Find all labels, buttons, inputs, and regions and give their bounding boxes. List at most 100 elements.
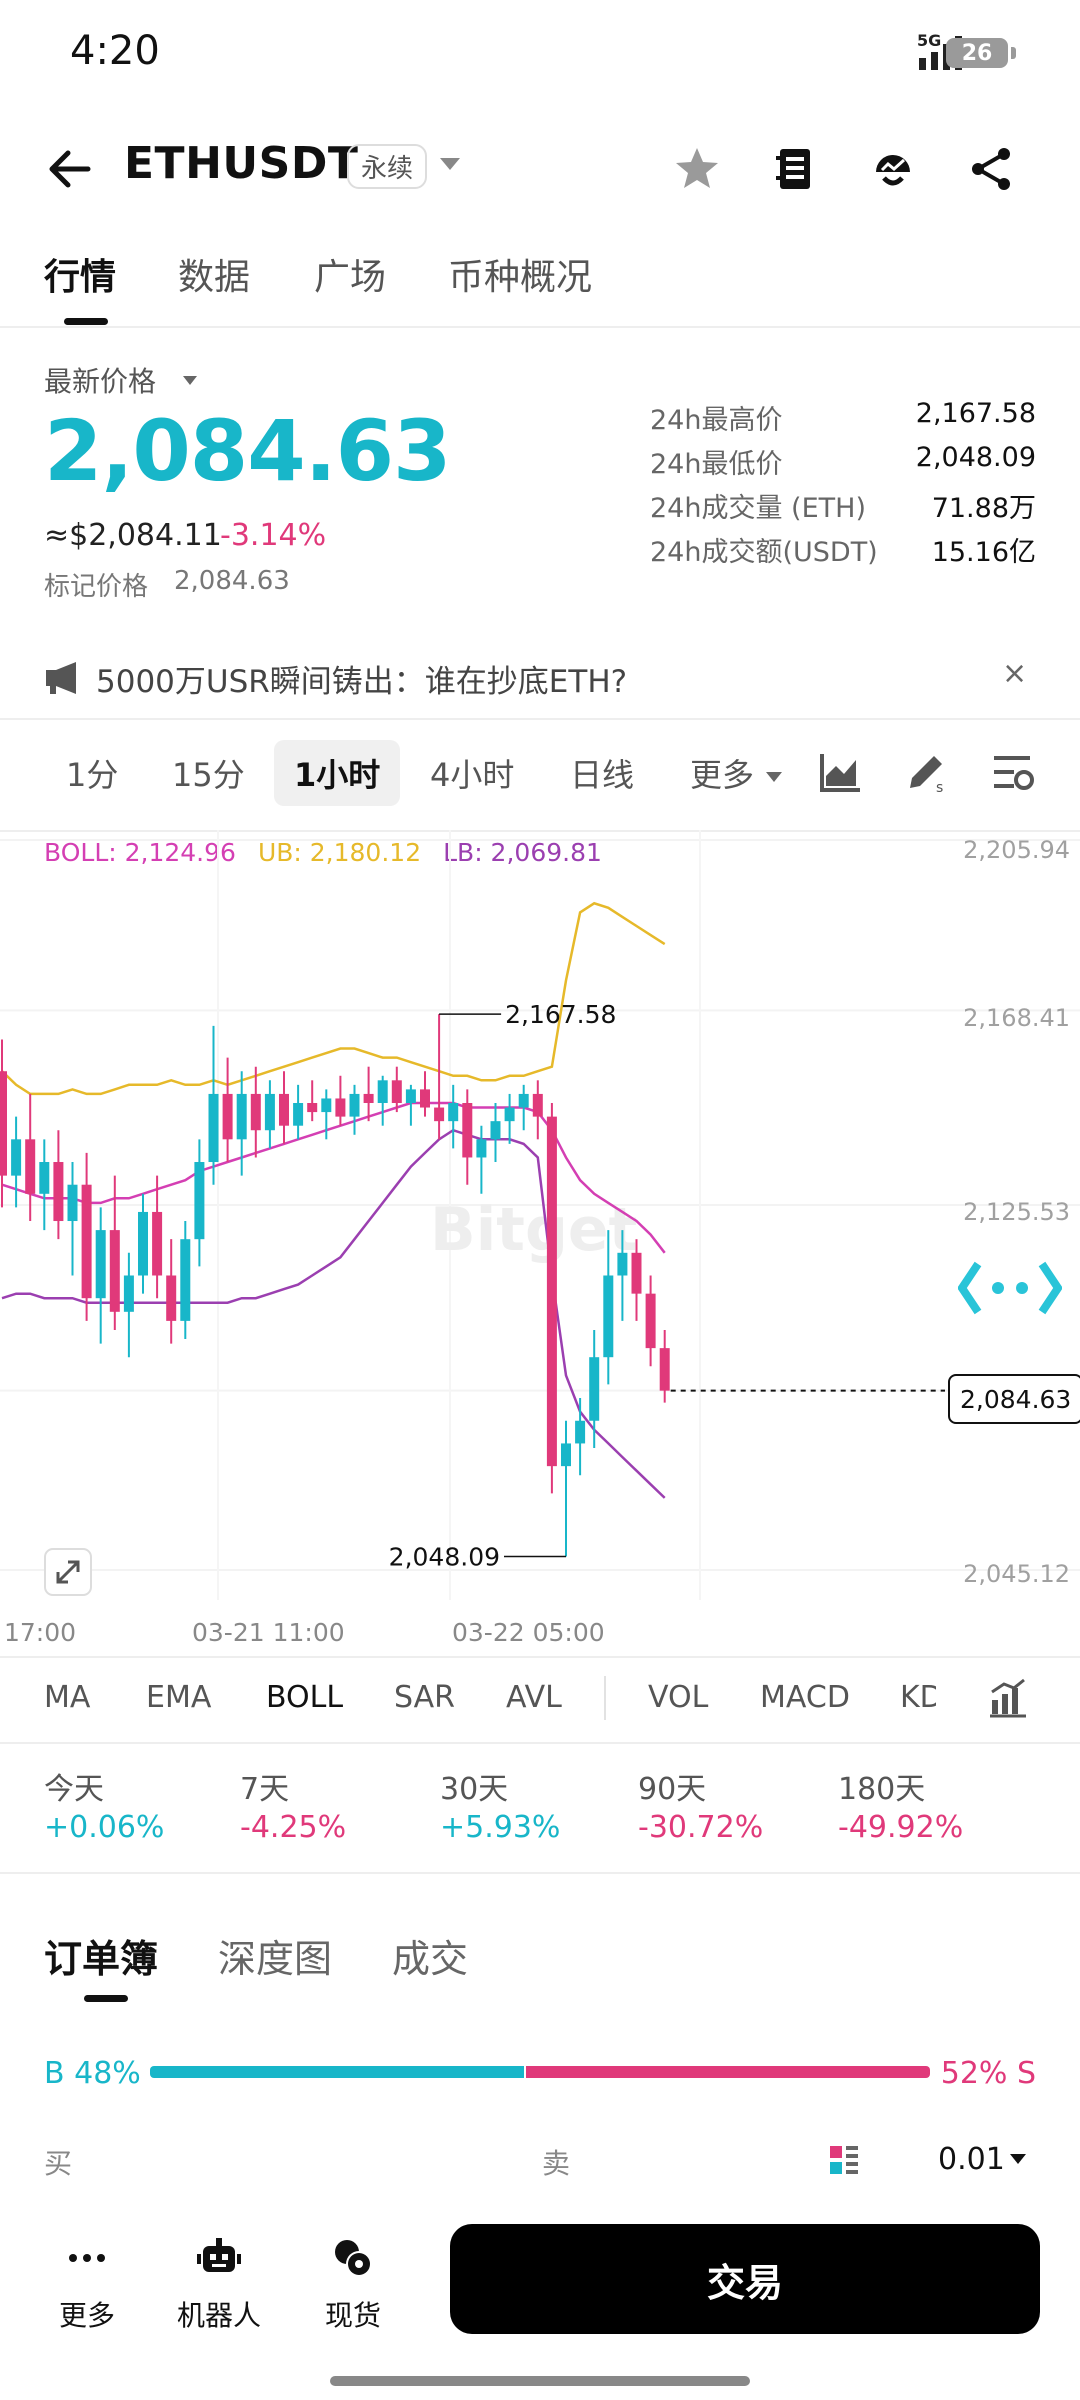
candle-body — [152, 1211, 163, 1276]
perf-90d-label: 90天 — [638, 1772, 707, 1807]
stat-low-label: 24h最低价 — [650, 449, 783, 480]
stat-high-value: 2,167.58 — [915, 398, 1036, 429]
ai-assistant-icon[interactable] — [958, 1258, 1062, 1318]
fullscreen-icon[interactable] — [44, 1548, 92, 1596]
more-button[interactable]: 更多 — [32, 2232, 142, 2334]
buy-ratio: B 48% — [44, 2056, 141, 2091]
indicator-bar: MA EMA BOLL SAR AVL VOL MACD KD — [0, 1656, 1080, 1744]
stat-high-label: 24h最高价 — [650, 405, 783, 436]
timeframe-1m[interactable]: 1分 — [66, 756, 119, 794]
caret-down-icon[interactable] — [183, 376, 197, 385]
notebook-icon[interactable] — [770, 144, 820, 194]
bot-button[interactable]: 机器人 — [164, 2232, 274, 2334]
timeframe-1h[interactable]: 1小时 — [274, 740, 401, 806]
indicator-vol[interactable]: VOL — [648, 1680, 709, 1715]
candle-body — [222, 1093, 233, 1140]
back-arrow-icon[interactable] — [46, 145, 94, 193]
stat-turnover-value: 15.16亿 — [931, 537, 1036, 568]
robot-icon — [197, 2238, 241, 2272]
home-indicator[interactable] — [330, 2376, 750, 2386]
bot-label: 机器人 — [176, 2299, 261, 2332]
timeframe-1d[interactable]: 日线 — [570, 756, 635, 794]
x-tick-label: 03-22 05:00 — [452, 1618, 605, 1647]
header: ETHUSDT 永续 — [0, 120, 1080, 220]
perf-7d-label: 7天 — [240, 1772, 290, 1807]
candle-body — [589, 1357, 600, 1421]
star-icon[interactable] — [672, 144, 722, 194]
share-icon[interactable] — [966, 144, 1016, 194]
perf-today-label: 今天 — [44, 1772, 104, 1807]
chart-settings-icon[interactable] — [988, 748, 1036, 796]
candle-body — [39, 1162, 50, 1194]
indicator-kd[interactable]: KD — [900, 1680, 936, 1715]
draw-tool-icon[interactable]: s — [902, 748, 950, 796]
candle-body — [95, 1230, 106, 1299]
indicator-boll[interactable]: BOLL — [266, 1680, 344, 1715]
indicator-ma[interactable]: MA — [44, 1680, 91, 1715]
y-tick-label: 2,168.41 — [963, 1004, 1070, 1032]
boll-lb-value: LB: 2,069.81 — [443, 838, 602, 867]
indicator-sar[interactable]: SAR — [394, 1680, 455, 1715]
buy-column-header: 买 — [44, 2147, 73, 2180]
candle-body — [25, 1139, 36, 1194]
indicator-ema[interactable]: EMA — [146, 1680, 212, 1715]
candle-body — [561, 1443, 571, 1467]
candle-body — [293, 1103, 304, 1126]
symbol-title[interactable]: ETHUSDT — [124, 138, 359, 189]
close-icon[interactable]: × — [1002, 656, 1028, 691]
candle-body — [504, 1107, 515, 1122]
stat-low-value: 2,048.09 — [915, 442, 1036, 473]
tab-square[interactable]: 广场 — [314, 257, 387, 298]
chart-type-icon[interactable] — [816, 748, 864, 796]
candle-body — [617, 1252, 628, 1276]
chart-grid — [0, 830, 1080, 1600]
mark-price-label: 标记价格 — [44, 572, 149, 602]
tab-orderbook[interactable]: 订单簿 — [44, 1937, 159, 1981]
candle-body — [180, 1239, 191, 1321]
perf-30d-value: +5.93% — [440, 1810, 561, 1845]
indicator-settings-icon[interactable] — [986, 1676, 1030, 1720]
candle-body — [659, 1348, 670, 1391]
candle-body — [67, 1184, 78, 1222]
indicator-avl[interactable]: AVL — [506, 1680, 562, 1715]
candle-body — [166, 1275, 177, 1321]
tab-market[interactable]: 行情 — [44, 257, 117, 298]
caret-down-icon[interactable] — [1010, 2154, 1026, 2164]
boll-ub-path — [1, 901, 666, 1096]
candle-body — [462, 1103, 473, 1158]
price-change: -3.14% — [220, 518, 327, 553]
tab-data[interactable]: 数据 — [178, 257, 251, 298]
candle-body — [434, 1107, 445, 1122]
price-chart[interactable]: Bitget 2,167.58 2,048.09 — [0, 830, 1080, 1640]
sell-ratio-bar — [526, 2066, 930, 2078]
timeframe-15m[interactable]: 15分 — [172, 756, 245, 794]
candle-body — [603, 1275, 614, 1358]
caret-down-icon[interactable] — [766, 772, 782, 782]
candle-body — [546, 1116, 557, 1467]
tab-coin-overview[interactable]: 币种概况 — [448, 257, 593, 298]
orderbook-layout-icon[interactable] — [828, 2144, 860, 2176]
svg-text:s: s — [936, 780, 943, 796]
sell-ratio: 52% S — [940, 2056, 1036, 2091]
high-marker-label: 2,167.58 — [505, 1000, 616, 1029]
candle-body — [363, 1093, 374, 1104]
perf-180d-value: -49.92% — [838, 1810, 964, 1845]
precision-select[interactable]: 0.01 — [938, 2142, 1005, 2177]
spot-button[interactable]: 现货 — [298, 2232, 408, 2334]
chevron-down-icon[interactable] — [440, 158, 460, 170]
latest-price-label[interactable]: 最新价格 — [44, 365, 157, 398]
tab-depth-chart[interactable]: 深度图 — [218, 1937, 333, 1981]
boll-ub-line — [1, 901, 666, 1096]
copilot-icon[interactable] — [868, 144, 918, 194]
candle-body — [377, 1080, 388, 1104]
boll-ub-value: UB: 2,180.12 — [257, 838, 422, 867]
timeframe-more[interactable]: 更多 — [690, 756, 755, 794]
more-icon — [69, 2254, 105, 2262]
tab-trades[interactable]: 成交 — [392, 1937, 469, 1981]
trade-button[interactable]: 交易 — [450, 2224, 1040, 2334]
candle-body — [335, 1098, 346, 1117]
low-marker-label: 2,048.09 — [389, 1543, 500, 1572]
indicator-macd[interactable]: MACD — [760, 1680, 850, 1715]
timeframe-4h[interactable]: 4小时 — [430, 756, 515, 794]
news-ticker[interactable]: 5000万USR瞬间铸出：谁在抄底ETH? — [96, 664, 628, 700]
